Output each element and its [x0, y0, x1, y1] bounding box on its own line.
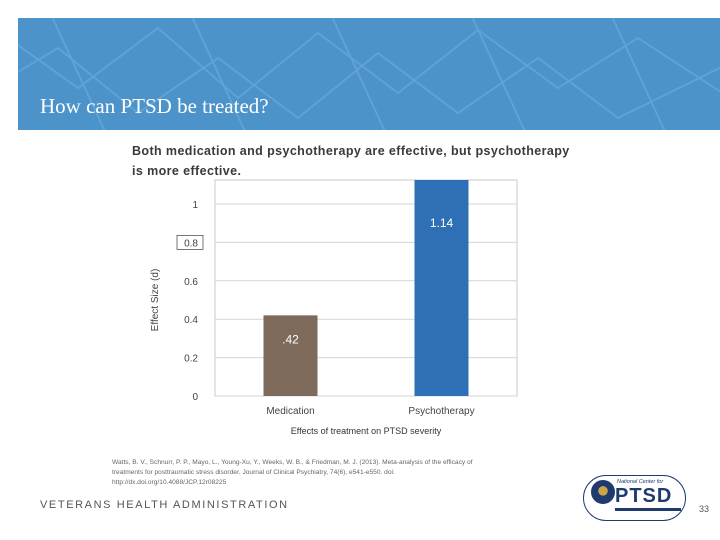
logo-subtitle: National Center for — [617, 479, 664, 485]
ptsd-logo: National Center for PTSD — [583, 475, 688, 523]
data-label: 1.14 — [430, 216, 454, 230]
y-tick-label: 1 — [192, 200, 198, 211]
plot-frame — [214, 179, 518, 397]
va-seal-icon — [591, 480, 615, 504]
citation: Watts, B. V., Schnurr, P. P., Mayo, L., … — [112, 458, 552, 488]
logo-tagline-bar — [615, 508, 681, 511]
y-tick-label: 0.6 — [184, 277, 198, 288]
citation-line: http://dx.doi.org/10.4088/JCP.12r08225 — [112, 479, 227, 486]
y-axis-label: Effect Size (d) — [150, 269, 161, 332]
data-label: .42 — [282, 332, 299, 346]
logo-outline — [583, 475, 686, 521]
x-tick-label: Psychotherapy — [408, 406, 474, 417]
y-tick-label: 0.4 — [184, 315, 198, 326]
logo-wordmark: PTSD — [615, 485, 673, 507]
x-axis-label: Effects of treatment on PTSD severity — [291, 426, 442, 436]
y-tick-label: 0.2 — [184, 354, 198, 365]
x-tick-label: Medication — [266, 406, 314, 417]
footer-organization: VETERANS HEALTH ADMINISTRATION — [40, 499, 289, 511]
citation-line: treatments for posttraumatic stress diso… — [112, 469, 395, 476]
page-number: 33 — [699, 504, 710, 514]
slide-title: How can PTSD be treated? — [40, 94, 269, 118]
tick-highlight-box — [176, 235, 204, 250]
citation-line: Watts, B. V., Schnurr, P. P., Mayo, L., … — [112, 459, 473, 466]
bar-chart: 0 0.2 0.4 0.6 0.8 1 Effect Size (d) .42 Medicati… — [150, 179, 518, 436]
chart-title: Both medication and psychotherapy are ef… — [132, 144, 570, 178]
y-tick-label: 0.8 — [184, 238, 198, 249]
title-banner — [18, 18, 720, 130]
bar-psychotherapy — [414, 180, 469, 396]
bar-medication — [263, 315, 318, 396]
y-tick-label: 0 — [192, 392, 198, 403]
banner-pattern — [18, 18, 720, 130]
